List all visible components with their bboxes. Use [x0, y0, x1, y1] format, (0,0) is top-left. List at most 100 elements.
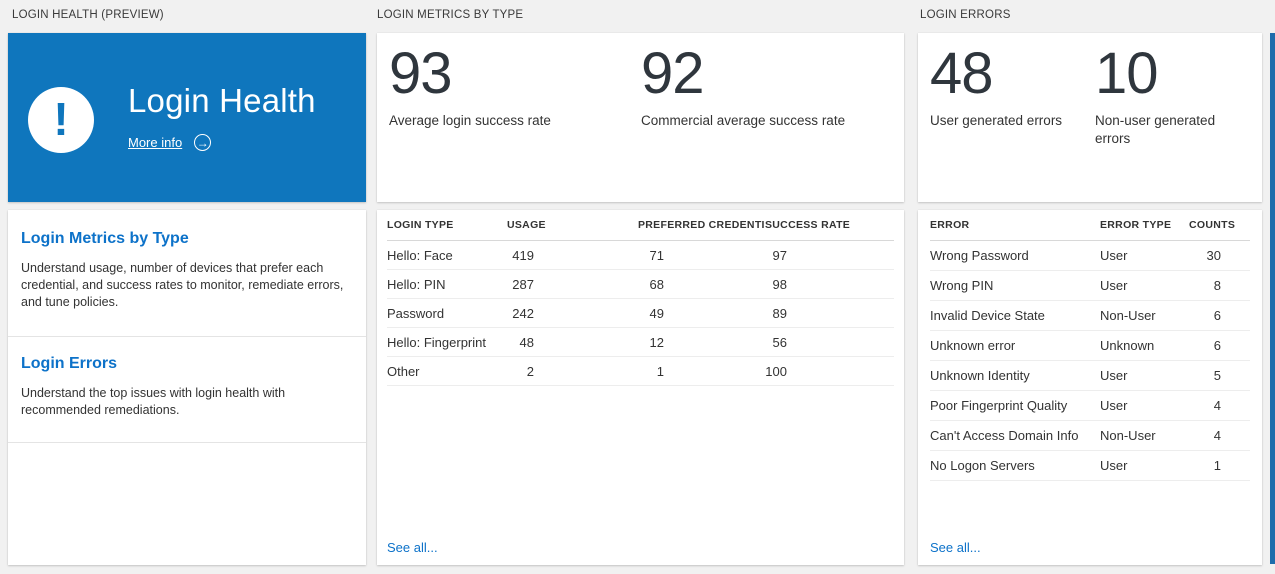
table-cell: Unknown error	[930, 338, 1016, 353]
table-cell: 6	[1213, 338, 1221, 353]
table-cell: Poor Fingerprint Quality	[930, 398, 1068, 413]
table-cell: 89	[772, 305, 787, 321]
stat-label: Non-user generated errors	[1095, 113, 1216, 146]
table-row[interactable]: Invalid Device State Non-User 6	[930, 301, 1250, 331]
stat-commercial-average-success-rate: 92 Commercial average success rate	[641, 45, 845, 130]
section-login-errors[interactable]: Login Errors Understand the top issues w…	[8, 337, 366, 443]
table-cell: 6	[1213, 308, 1221, 323]
section-description: Understand the top issues with login hea…	[21, 386, 286, 417]
more-info-link[interactable]: More info →	[128, 134, 212, 151]
table-cell: User	[1100, 248, 1128, 263]
login-metrics-stats-card: 93 Average login success rate 92 Commerc…	[377, 33, 904, 202]
table-cell: User	[1100, 278, 1128, 293]
arrow-glyph: →	[196, 135, 209, 150]
adjacent-tile-edge	[1270, 33, 1275, 564]
table-cell: Wrong Password	[930, 248, 1029, 263]
column-header: USAGE	[507, 219, 546, 231]
login-errors-table: ERROR ERROR TYPE COUNTS Wrong Password User…	[930, 210, 1250, 481]
column-header: ERROR TYPE	[1100, 219, 1172, 231]
table-cell: 5	[1213, 368, 1221, 383]
table-row[interactable]: Hello: Face 419 71 97	[387, 241, 894, 270]
column-header: SUCCESS RATE	[765, 219, 851, 231]
table-cell: Other	[387, 363, 420, 379]
table-row[interactable]: Unknown Identity User 5	[930, 361, 1250, 391]
arrow-right-icon: →	[194, 134, 212, 151]
table-cell: 49	[649, 305, 664, 321]
login-health-nav-card: Login Metrics by Type Understand usage, …	[8, 210, 366, 565]
table-row[interactable]: No Logon Servers User 1	[930, 451, 1250, 481]
stat-value: 10	[1095, 41, 1159, 106]
stat-user-generated-errors: 48 User generated errors	[930, 45, 1062, 130]
table-row[interactable]: Password 242 49 89	[387, 299, 894, 328]
table-row[interactable]: Can't Access Domain Info Non-User 4	[930, 421, 1250, 451]
table-cell: 287	[512, 276, 534, 292]
stat-value: 92	[641, 41, 705, 106]
section-title: Login Metrics by Type	[21, 230, 189, 247]
table-cell: Hello: Face	[387, 247, 453, 263]
table-cell: Non-User	[1100, 428, 1156, 443]
panel-header-login-metrics: LOGIN METRICS BY TYPE	[377, 9, 524, 21]
table-cell: 12	[649, 334, 664, 350]
see-all-link[interactable]: See all...	[930, 540, 981, 555]
table-row[interactable]: Wrong Password User 30	[930, 241, 1250, 271]
table-row[interactable]: Poor Fingerprint Quality User 4	[930, 391, 1250, 421]
table-cell: Hello: PIN	[387, 276, 446, 292]
table-row[interactable]: Hello: Fingerprint 48 12 56	[387, 328, 894, 357]
stat-non-user-generated-errors: 10 Non-user generated errors	[1095, 45, 1245, 148]
table-cell: 2	[526, 363, 534, 379]
table-cell: 98	[772, 276, 787, 292]
table-cell: 56	[772, 334, 787, 350]
table-cell: 48	[519, 334, 534, 350]
login-errors-stats-card: 48 User generated errors 10 Non-user gen…	[918, 33, 1262, 202]
tile-title: Login Health	[128, 82, 316, 119]
see-all-link[interactable]: See all...	[387, 540, 438, 555]
table-row[interactable]: Other 2 1 100	[387, 357, 894, 386]
column-header: PREFERRED CREDENTIAL	[638, 219, 765, 231]
table-cell: 30	[1206, 248, 1221, 263]
stat-label: User generated errors	[930, 113, 1063, 128]
stat-label: Commercial average success rate	[641, 113, 846, 128]
stat-value: 48	[930, 41, 994, 106]
table-cell: 242	[512, 305, 534, 321]
table-cell: Unknown Identity	[930, 368, 1030, 383]
table-cell: 100	[765, 363, 787, 379]
table-cell: User	[1100, 398, 1128, 413]
table-row[interactable]: Unknown error Unknown 6	[930, 331, 1250, 361]
table-cell: No Logon Servers	[930, 458, 1035, 473]
table-body: Hello: Face 419 71 97 Hello: PIN 287 68 98 Passw…	[387, 241, 894, 386]
table-cell: 4	[1213, 428, 1221, 443]
table-header-row: ERROR ERROR TYPE COUNTS	[930, 210, 1250, 241]
table-cell: 1	[656, 363, 664, 379]
table-cell: 4	[1213, 398, 1221, 413]
table-cell: Wrong PIN	[930, 278, 994, 293]
login-metrics-table: LOGIN TYPE USAGE PREFERRED CREDENTIALSUCCE…	[387, 210, 894, 386]
table-cell: Can't Access Domain Info	[930, 428, 1079, 443]
login-health-tile[interactable]: ! Login Health More info →	[8, 33, 366, 202]
table-cell: Unknown	[1100, 338, 1155, 353]
table-cell: 419	[512, 247, 534, 263]
exclamation-glyph: !	[53, 92, 69, 145]
table-cell: User	[1100, 458, 1128, 473]
login-metrics-table-card: LOGIN TYPE USAGE PREFERRED CREDENTIALSUCCE…	[377, 210, 904, 565]
table-cell: 71	[649, 247, 664, 263]
panel-header-login-health: LOGIN HEALTH (PREVIEW)	[12, 9, 164, 21]
table-cell: Password	[387, 305, 445, 321]
table-row[interactable]: Hello: PIN 287 68 98	[387, 270, 894, 299]
table-cell: Invalid Device State	[930, 308, 1045, 323]
stat-label: Average login success rate	[389, 113, 551, 128]
section-title: Login Errors	[21, 355, 118, 372]
login-errors-table-card: ERROR ERROR TYPE COUNTS Wrong Password User…	[918, 210, 1262, 565]
column-header: LOGIN TYPE	[387, 219, 454, 231]
table-cell: Non-User	[1100, 308, 1156, 323]
table-cell: 1	[1213, 458, 1221, 473]
stat-value: 93	[389, 41, 453, 106]
section-description: Understand usage, number of devices that…	[21, 261, 344, 309]
table-cell: 8	[1213, 278, 1221, 293]
table-row[interactable]: Wrong PIN User 8	[930, 271, 1250, 301]
section-login-metrics-by-type[interactable]: Login Metrics by Type Understand usage, …	[8, 210, 366, 337]
table-cell: Hello: Fingerprint	[387, 334, 486, 350]
table-body: Wrong Password User 30 Wrong PIN User 8 Invali…	[930, 241, 1250, 481]
stat-average-login-success-rate: 93 Average login success rate	[389, 45, 551, 130]
table-cell: 97	[772, 247, 787, 263]
more-info-label: More info	[128, 135, 183, 150]
